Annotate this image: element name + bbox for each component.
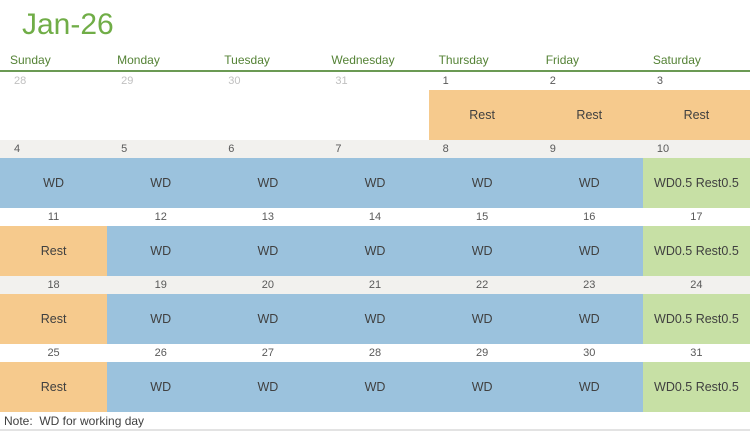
half-cell[interactable]: WD0.5 Rest0.5 — [642, 294, 750, 344]
week-5-date-row: 25 26 27 28 29 30 31 — [0, 344, 750, 362]
date-cell[interactable]: 27 — [261, 347, 274, 359]
wd-cell[interactable]: WD — [107, 226, 215, 276]
date-cell[interactable]: 24 — [690, 279, 703, 291]
date-cell[interactable]: 9 — [549, 143, 556, 155]
empty-cell[interactable] — [0, 90, 107, 140]
date-cell[interactable]: 20 — [261, 279, 274, 291]
empty-cell[interactable] — [214, 90, 321, 140]
page-title: Jan-26 — [22, 8, 114, 41]
date-cell[interactable]: 16 — [583, 211, 596, 223]
week-3-band-row: Rest WD WD WD WD WD WD0.5 Rest0.5 — [0, 226, 750, 276]
weekday-label-friday: Friday — [545, 53, 580, 67]
week-2-date-row: 4 5 6 7 8 9 10 — [0, 140, 750, 158]
weekday-header: Sunday Monday Tuesday Wednesday Thursday Frid… — [0, 50, 750, 72]
date-cell[interactable]: 31 — [690, 347, 703, 359]
note-text: Note: WD for working day — [4, 414, 145, 428]
date-cell[interactable]: 30 — [583, 347, 596, 359]
rest-cell[interactable]: Rest — [0, 362, 108, 412]
rest-cell[interactable]: Rest — [642, 90, 750, 140]
date-cell[interactable]: 13 — [261, 211, 274, 223]
wd-cell[interactable]: WD — [535, 294, 643, 344]
wd-cell[interactable]: WD — [428, 294, 536, 344]
date-cell[interactable]: 25 — [47, 347, 60, 359]
week-1-date-row: 28 29 30 31 1 2 3 — [0, 72, 750, 90]
wd-cell[interactable]: WD — [107, 362, 215, 412]
wd-cell[interactable]: WD — [428, 362, 536, 412]
date-cell[interactable]: 18 — [47, 279, 60, 291]
date-cell[interactable]: 28 — [14, 75, 27, 87]
date-cell[interactable]: 10 — [656, 143, 670, 155]
wd-cell[interactable]: WD — [535, 226, 643, 276]
date-cell[interactable]: 7 — [335, 143, 342, 155]
date-cell[interactable]: 15 — [476, 211, 489, 223]
wd-cell[interactable]: WD — [428, 158, 536, 208]
weekday-label-monday: Monday — [117, 53, 160, 67]
rest-cell[interactable]: Rest — [0, 294, 108, 344]
week-5-band-row: Rest WD WD WD WD WD WD0.5 Rest0.5 — [0, 362, 750, 412]
date-cell[interactable]: 17 — [690, 211, 703, 223]
wd-cell[interactable]: WD — [107, 294, 215, 344]
wd-cell[interactable]: WD — [214, 294, 322, 344]
wd-cell[interactable]: WD — [321, 294, 429, 344]
date-cell[interactable]: 26 — [154, 347, 167, 359]
bottom-divider — [0, 429, 750, 431]
wd-cell[interactable]: WD — [214, 362, 322, 412]
date-cell[interactable]: 4 — [14, 143, 21, 155]
wd-cell[interactable]: WD — [535, 362, 643, 412]
date-cell[interactable]: 12 — [154, 211, 167, 223]
date-cell[interactable]: 29 — [476, 347, 489, 359]
rest-cell[interactable]: Rest — [535, 90, 643, 140]
week-4-band-row: Rest WD WD WD WD WD WD0.5 Rest0.5 — [0, 294, 750, 344]
wd-cell[interactable]: WD — [214, 226, 322, 276]
weekday-label-saturday: Saturday — [652, 53, 701, 67]
date-cell[interactable]: 8 — [442, 143, 449, 155]
empty-cell[interactable] — [107, 90, 214, 140]
date-cell[interactable]: 5 — [121, 143, 128, 155]
date-cell[interactable]: 6 — [228, 143, 235, 155]
date-cell[interactable]: 3 — [656, 75, 663, 87]
date-cell[interactable]: 30 — [228, 75, 241, 87]
week-2-band-row: WD WD WD WD WD WD WD0.5 Rest0.5 — [0, 158, 750, 208]
wd-cell[interactable]: WD — [214, 158, 322, 208]
wd-cell[interactable]: WD — [428, 226, 536, 276]
week-1-band-row: Rest Rest Rest — [0, 90, 750, 140]
date-cell[interactable]: 11 — [47, 211, 60, 223]
date-cell[interactable]: 31 — [335, 75, 348, 87]
calendar-grid: 28 29 30 31 1 2 3 Rest Rest Rest 4 5 6 7 8 9 10 WD WD WD WD W… — [0, 72, 750, 412]
date-cell[interactable]: 1 — [442, 75, 449, 87]
weekday-label-tuesday: Tuesday — [224, 53, 270, 67]
half-cell[interactable]: WD0.5 Rest0.5 — [642, 226, 750, 276]
date-cell[interactable]: 2 — [549, 75, 556, 87]
week-3-date-row: 11 12 13 14 15 16 17 — [0, 208, 750, 226]
half-cell[interactable]: WD0.5 Rest0.5 — [642, 158, 750, 208]
wd-cell[interactable]: WD — [0, 158, 108, 208]
weekday-label-wednesday: Wednesday — [331, 53, 395, 67]
half-cell[interactable]: WD0.5 Rest0.5 — [642, 362, 750, 412]
rest-cell[interactable]: Rest — [428, 90, 536, 140]
date-cell[interactable]: 28 — [368, 347, 382, 359]
wd-cell[interactable]: WD — [535, 158, 643, 208]
wd-cell[interactable]: WD — [321, 362, 429, 412]
date-cell[interactable]: 29 — [121, 75, 134, 87]
wd-cell[interactable]: WD — [321, 226, 429, 276]
date-cell[interactable]: 22 — [476, 279, 489, 291]
wd-cell[interactable]: WD — [107, 158, 215, 208]
rest-cell[interactable]: Rest — [0, 226, 108, 276]
empty-cell[interactable] — [321, 90, 428, 140]
wd-cell[interactable]: WD — [321, 158, 429, 208]
week-4-date-row: 18 19 20 21 22 23 24 — [0, 276, 750, 294]
weekday-label-sunday: Sunday — [10, 53, 51, 67]
date-cell[interactable]: 23 — [583, 279, 596, 291]
date-cell[interactable]: 21 — [368, 279, 382, 291]
weekday-label-thursday: Thursday — [438, 53, 489, 67]
date-cell[interactable]: 14 — [368, 211, 382, 223]
date-cell[interactable]: 19 — [154, 279, 167, 291]
